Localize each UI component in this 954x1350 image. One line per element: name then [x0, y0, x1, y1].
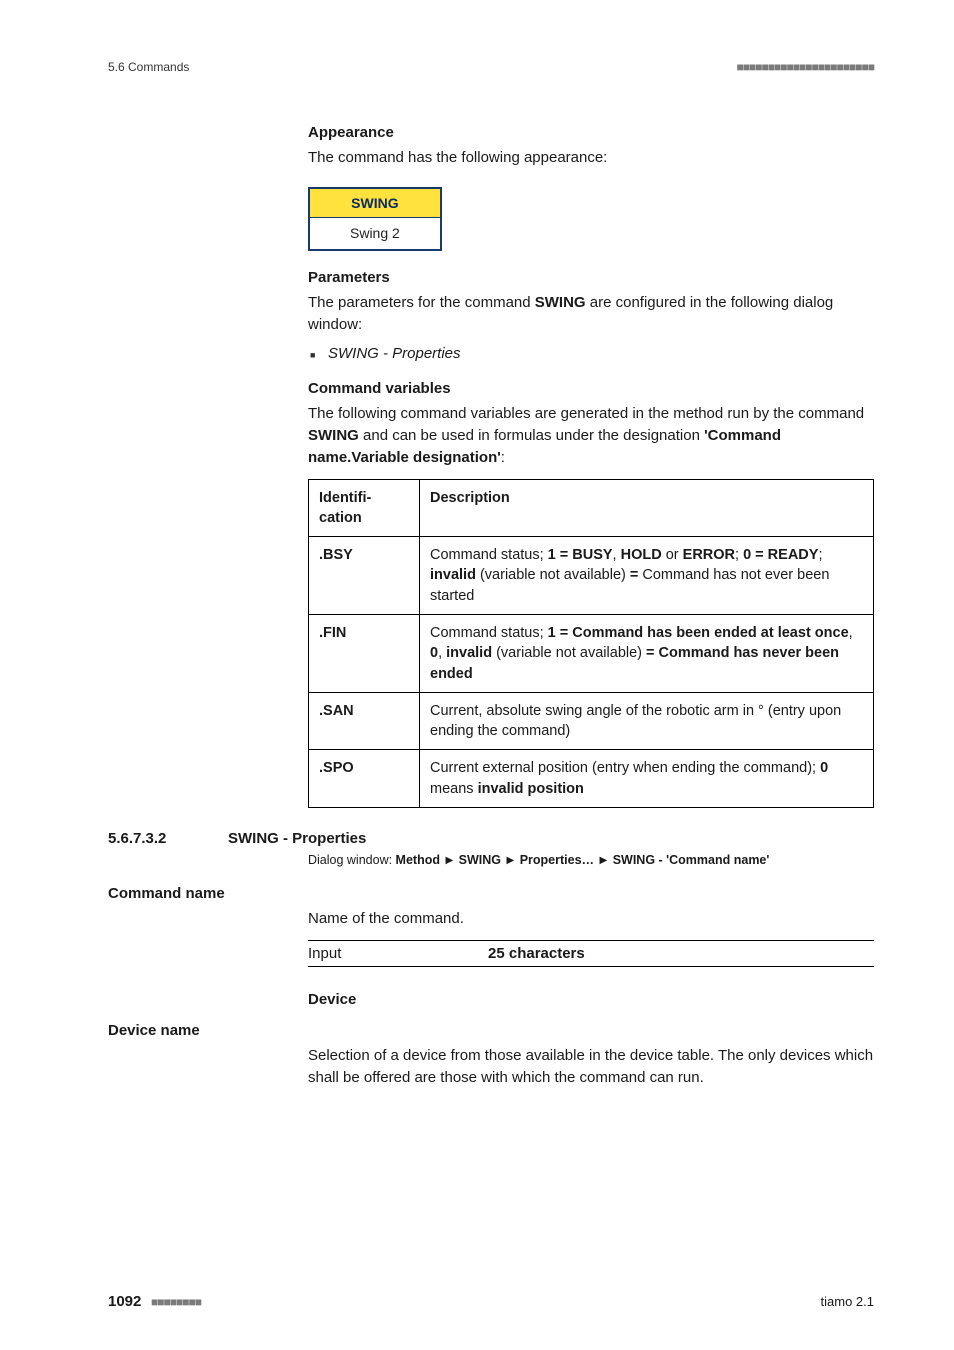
footer-left: 1092 ■■■■■■■■ [108, 1293, 201, 1310]
dialog-p4: SWING - 'Command name' [613, 853, 770, 867]
t: , [438, 645, 446, 661]
t: , [613, 547, 621, 563]
command-name-label: Command name [108, 885, 874, 902]
page-number: 1092 [108, 1293, 141, 1310]
t: invalid [430, 567, 476, 583]
table-row: .FIN Command status; 1 = Command has bee… [309, 614, 874, 692]
command-name-input-row: Input 25 characters [308, 940, 874, 967]
t: 0 [430, 645, 438, 661]
running-head-marks: ■■■■■■■■■■■■■■■■■■■■■■ [737, 60, 874, 74]
t: , [849, 625, 853, 641]
t: Command status; [430, 625, 548, 641]
subsection-header: 5.6.7.3.2 SWING - Properties [108, 830, 874, 847]
t: ; [735, 547, 743, 563]
dialog-lead: Dialog window: [308, 853, 396, 867]
table-header-row: Identifi-cation Description [309, 479, 874, 537]
t: 0 [820, 760, 828, 776]
table-row: .SPO Current external position (entry wh… [309, 750, 874, 808]
table-row: .SAN Current, absolute swing angle of th… [309, 692, 874, 750]
t: 0 = READY [743, 547, 818, 563]
cmdvars-intro-end: : [501, 449, 505, 466]
input-label: Input [308, 945, 488, 962]
t: ; [818, 547, 822, 563]
t: invalid position [478, 781, 584, 797]
breadcrumb-separator-icon: ▶ [443, 855, 455, 866]
t: means [430, 781, 478, 797]
command-variables-heading: Command variables [308, 380, 874, 397]
swing-command-box: SWING Swing 2 [308, 187, 442, 251]
parameters-intro-cmd: SWING [535, 294, 586, 311]
footer-marks: ■■■■■■■■ [151, 1295, 201, 1309]
t: Command status; [430, 547, 548, 563]
page-footer: 1092 ■■■■■■■■ tiamo 2.1 [108, 1293, 874, 1310]
running-head: 5.6 Commands ■■■■■■■■■■■■■■■■■■■■■■ [108, 60, 874, 74]
input-value: 25 characters [488, 945, 585, 962]
device-heading: Device [308, 991, 874, 1008]
cmdvars-intro-mid: and can be used in formulas under the de… [359, 427, 704, 444]
var-bsy-id: .BSY [319, 547, 353, 563]
var-san-desc: Current, absolute swing angle of the rob… [420, 692, 874, 750]
subsection-number: 5.6.7.3.2 [108, 830, 228, 847]
var-spo-id: .SPO [319, 760, 354, 776]
parameters-list: SWING - Properties [308, 345, 874, 362]
parameters-heading: Parameters [308, 269, 874, 286]
col-description: Description [420, 479, 874, 537]
command-name-desc: Name of the command. [308, 908, 874, 930]
device-name-desc: Selection of a device from those availab… [308, 1045, 874, 1089]
breadcrumb-separator-icon: ▶ [505, 855, 517, 866]
running-head-left: 5.6 Commands [108, 60, 189, 74]
parameters-intro-pre: The parameters for the command [308, 294, 535, 311]
dialog-p2: SWING [459, 853, 501, 867]
dialog-p3: Properties… [520, 853, 594, 867]
var-fin-desc: Command status; 1 = Command has been end… [420, 614, 874, 692]
t: (variable not available) [476, 567, 630, 583]
swing-box-title: SWING [310, 189, 440, 218]
t: 1 = BUSY [548, 547, 613, 563]
swing-box-body: Swing 2 [310, 218, 440, 249]
command-variables-intro: The following command variables are gene… [308, 403, 874, 468]
parameters-intro: The parameters for the command SWING are… [308, 292, 874, 336]
var-fin-id: .FIN [319, 625, 346, 641]
cmdvars-intro-cmd: SWING [308, 427, 359, 444]
command-variables-table: Identifi-cation Description .BSY Command… [308, 479, 874, 809]
table-row: .BSY Command status; 1 = BUSY, HOLD or E… [309, 537, 874, 615]
t: HOLD [621, 547, 662, 563]
device-name-label: Device name [108, 1022, 874, 1039]
appearance-heading: Appearance [308, 124, 874, 141]
t: invalid [446, 645, 492, 661]
var-bsy-desc: Command status; 1 = BUSY, HOLD or ERROR;… [420, 537, 874, 615]
t: 1 = Command has been ended at least once [548, 625, 849, 641]
dialog-window-path: Dialog window: Method ▶ SWING ▶ Properti… [308, 853, 874, 867]
footer-right: tiamo 2.1 [821, 1294, 874, 1309]
appearance-intro: The command has the following appearance… [308, 147, 874, 169]
t: or [662, 547, 683, 563]
var-spo-desc: Current external position (entry when en… [420, 750, 874, 808]
t: ERROR [683, 547, 735, 563]
t: Current external position (entry when en… [430, 760, 820, 776]
col-identification: Identifi-cation [309, 479, 420, 537]
breadcrumb-separator-icon: ▶ [598, 855, 610, 866]
t: (variable not available) [492, 645, 646, 661]
dialog-p1: Method [396, 853, 440, 867]
subsection-title: SWING - Properties [228, 830, 366, 847]
cmdvars-intro-pre: The following command variables are gene… [308, 405, 864, 422]
parameters-list-item: SWING - Properties [328, 345, 874, 362]
var-san-id: .SAN [319, 703, 354, 719]
